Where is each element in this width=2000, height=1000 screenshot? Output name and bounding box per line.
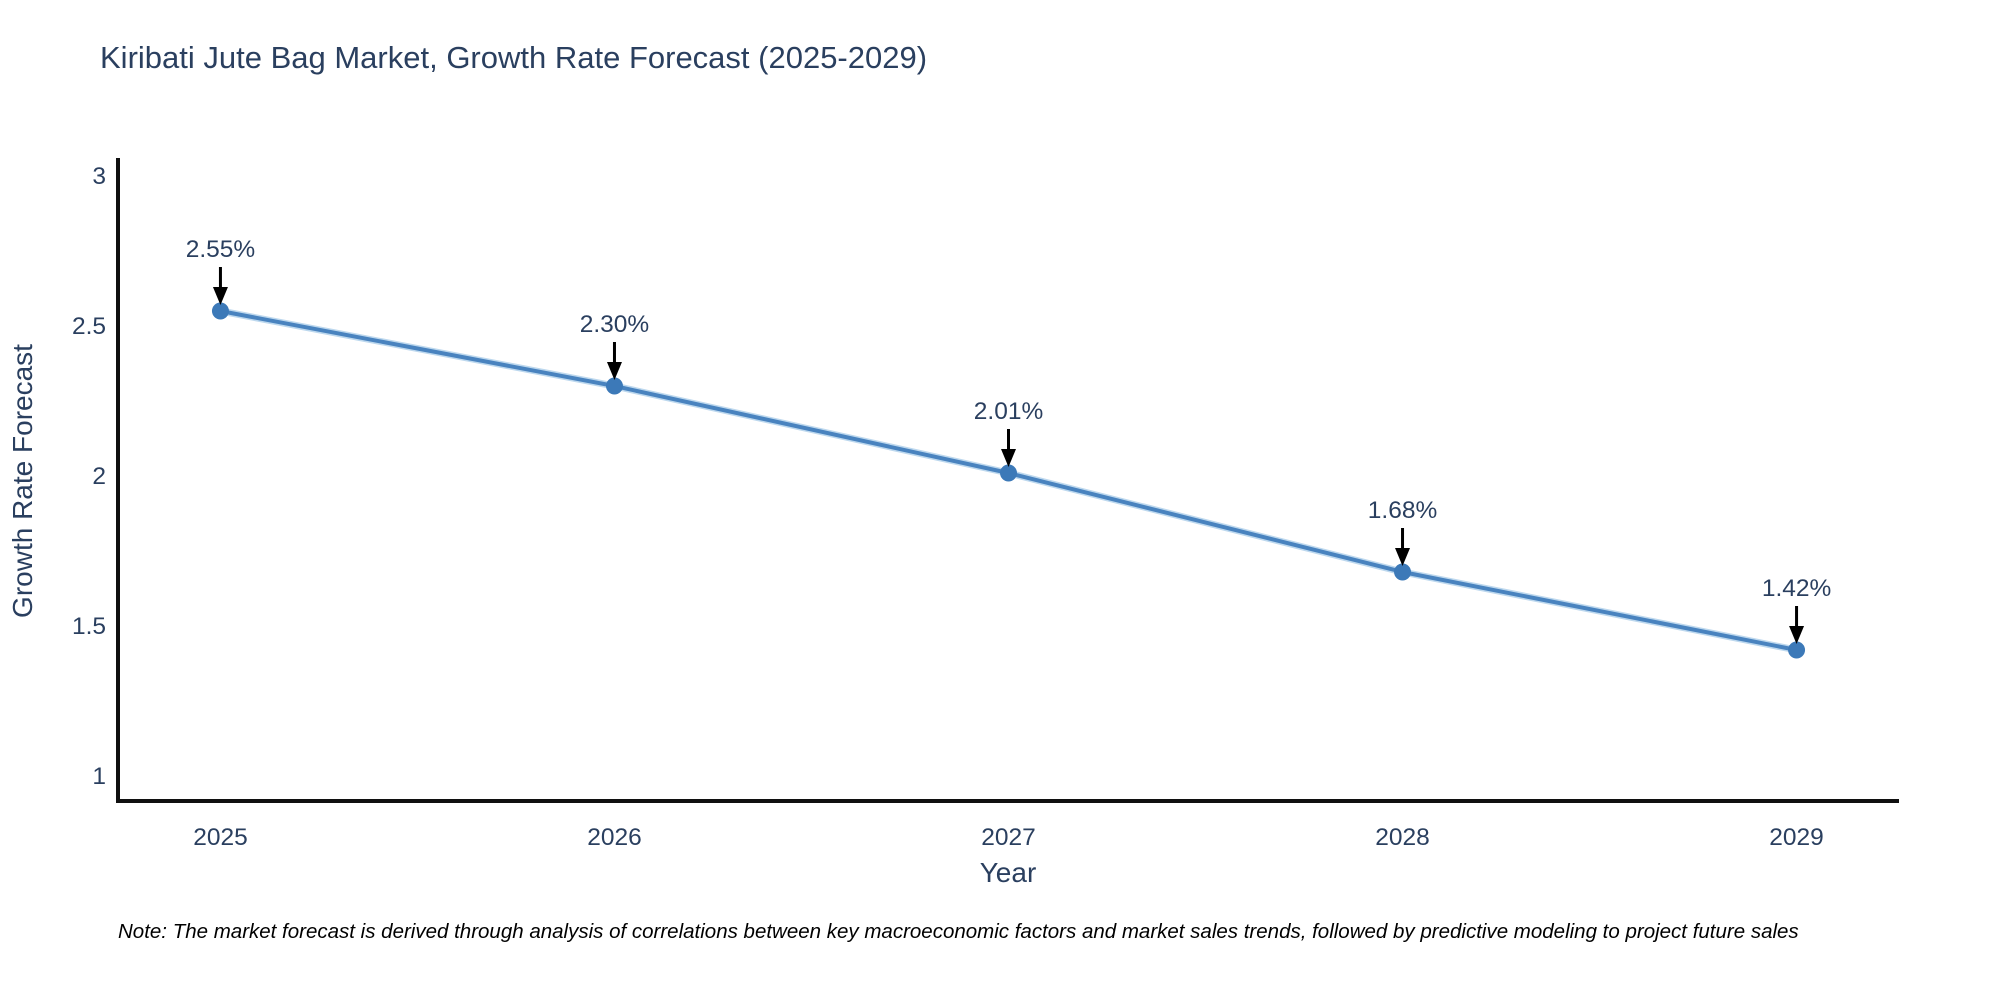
data-point-marker [605, 377, 623, 395]
x-tick-label: 2027 [981, 824, 1036, 851]
annotation-arrowhead [212, 287, 228, 305]
chart-title: Kiribati Jute Bag Market, Growth Rate Fo… [100, 40, 927, 75]
annotation-label: 2.30% [580, 311, 649, 338]
y-tick-label: 2.5 [72, 313, 106, 340]
annotation-label: 1.68% [1368, 497, 1437, 524]
annotation-arrowhead [1001, 449, 1016, 467]
y-tick-label: 1.5 [72, 613, 106, 640]
x-axis-title: Year [980, 857, 1037, 888]
annotation-arrowhead [1789, 626, 1805, 644]
annotation-label: 1.42% [1762, 575, 1831, 602]
y-axis-title: Growth Rate Forecast [7, 344, 38, 618]
data-point-marker [1000, 464, 1017, 482]
x-tick-label: 2026 [587, 824, 642, 851]
footnote: Note: The market forecast is derived thr… [118, 920, 1799, 943]
annotation-arrowhead [1395, 548, 1411, 566]
data-point-marker [1394, 563, 1412, 581]
x-tick-label: 2025 [193, 824, 248, 851]
data-point-marker [1788, 641, 1806, 659]
data-point-marker [211, 302, 229, 320]
x-tick-label: 2029 [1769, 824, 1824, 851]
y-tick-label: 2 [92, 463, 106, 490]
y-tick-label: 1 [92, 763, 106, 790]
annotation-label: 2.01% [974, 398, 1043, 425]
annotation-label: 2.55% [186, 236, 255, 263]
x-tick-label: 2028 [1375, 824, 1430, 851]
annotation-arrowhead [606, 362, 622, 380]
y-tick-label: 3 [92, 163, 106, 190]
